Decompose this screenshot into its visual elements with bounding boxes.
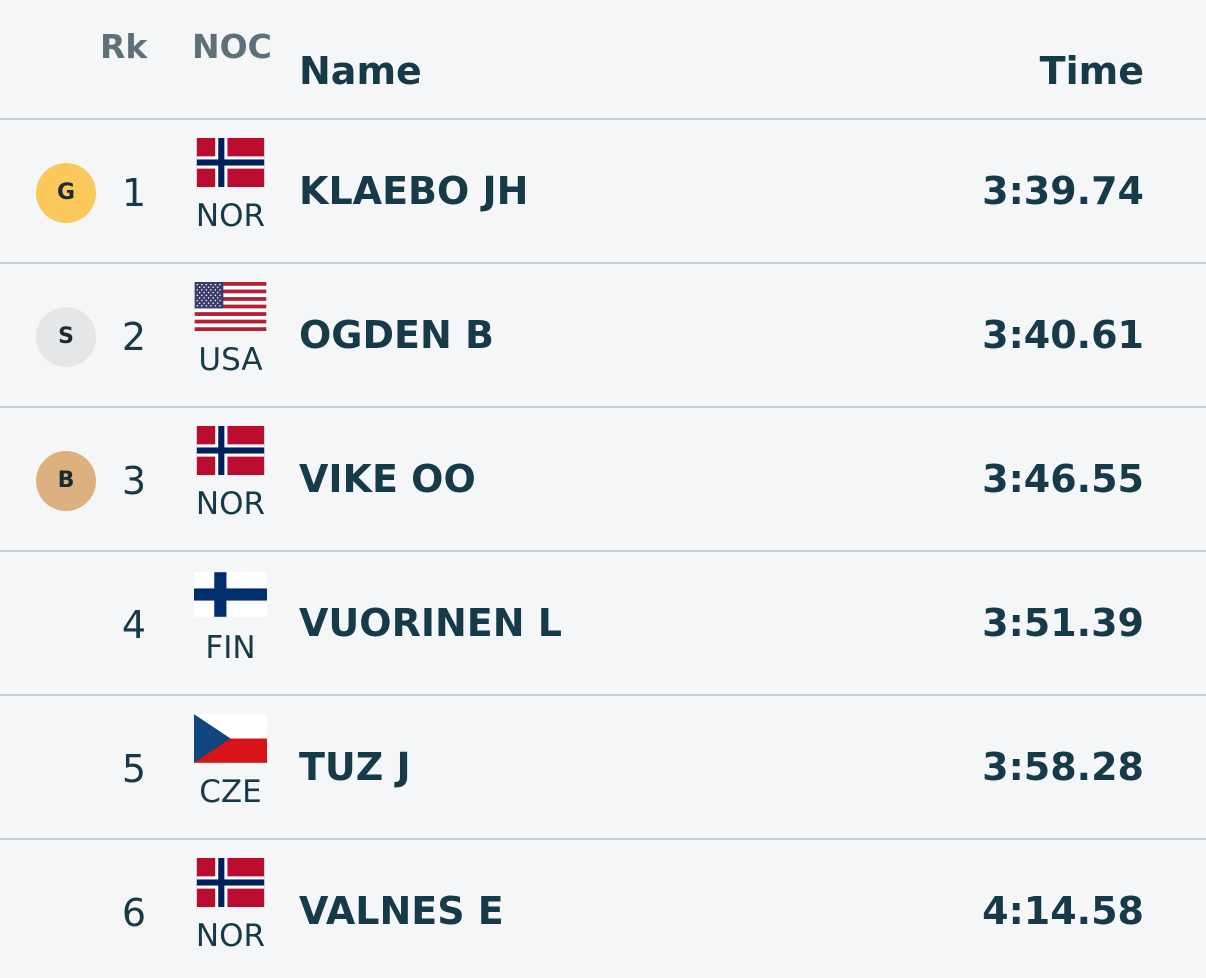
- athlete-name[interactable]: OGDEN B: [299, 313, 494, 357]
- table-row[interactable]: 4 FIN VUORINEN L 3:51.39: [0, 550, 1206, 694]
- athlete-name[interactable]: TUZ J: [299, 745, 411, 789]
- athlete-name[interactable]: VUORINEN L: [299, 601, 562, 645]
- norway-flag-icon: [194, 426, 267, 475]
- result-time: 3:51.39: [982, 601, 1144, 645]
- noc-code: CZE: [199, 774, 262, 810]
- noc-code: USA: [198, 342, 263, 378]
- result-time: 3:46.55: [982, 457, 1144, 501]
- table-row[interactable]: 5 CZE TUZ J 3:58.28: [0, 694, 1206, 838]
- athlete-name[interactable]: VIKE OO: [299, 457, 476, 501]
- rank-value: 6: [121, 891, 146, 935]
- column-header-rank[interactable]: Rk: [100, 27, 148, 66]
- noc-code: NOR: [195, 918, 266, 954]
- noc-code: NOR: [195, 486, 266, 522]
- noc-code: NOR: [195, 198, 266, 234]
- athlete-name[interactable]: KLAEBO JH: [299, 169, 529, 213]
- results-table-header: Rk NOC Name Time: [0, 0, 1206, 118]
- norway-flag-icon: [194, 858, 267, 907]
- czechia-flag-icon: [194, 714, 267, 763]
- table-row[interactable]: G 1 NOR KLAEBO JH 3:39.74: [0, 118, 1206, 262]
- column-header-time[interactable]: Time: [1039, 49, 1144, 93]
- column-header-name[interactable]: Name: [299, 49, 422, 93]
- table-row[interactable]: 6 NOR VALNES E 4:14.58: [0, 838, 1206, 978]
- result-time: 3:58.28: [982, 745, 1144, 789]
- rank-value: 2: [121, 315, 146, 359]
- silver-medal-badge: S: [36, 307, 96, 367]
- rank-value: 1: [121, 171, 146, 215]
- gold-medal-badge: G: [36, 163, 96, 223]
- result-time: 3:40.61: [982, 313, 1144, 357]
- usa-flag-icon: [194, 282, 267, 331]
- rank-value: 5: [121, 747, 146, 791]
- result-time: 4:14.58: [982, 889, 1144, 933]
- finland-flag-icon: [194, 570, 267, 619]
- table-row[interactable]: B 3 NOR VIKE OO 3:46.55: [0, 406, 1206, 550]
- norway-flag-icon: [194, 138, 267, 187]
- rank-value: 3: [121, 459, 146, 503]
- rank-value: 4: [121, 603, 146, 647]
- table-row[interactable]: S 2 USA OGDEN B 3:40.61: [0, 262, 1206, 406]
- athlete-name[interactable]: VALNES E: [299, 889, 504, 933]
- column-header-noc[interactable]: NOC: [192, 27, 272, 66]
- bronze-medal-badge: B: [36, 451, 96, 511]
- result-time: 3:39.74: [982, 169, 1144, 213]
- noc-code: FIN: [205, 630, 256, 666]
